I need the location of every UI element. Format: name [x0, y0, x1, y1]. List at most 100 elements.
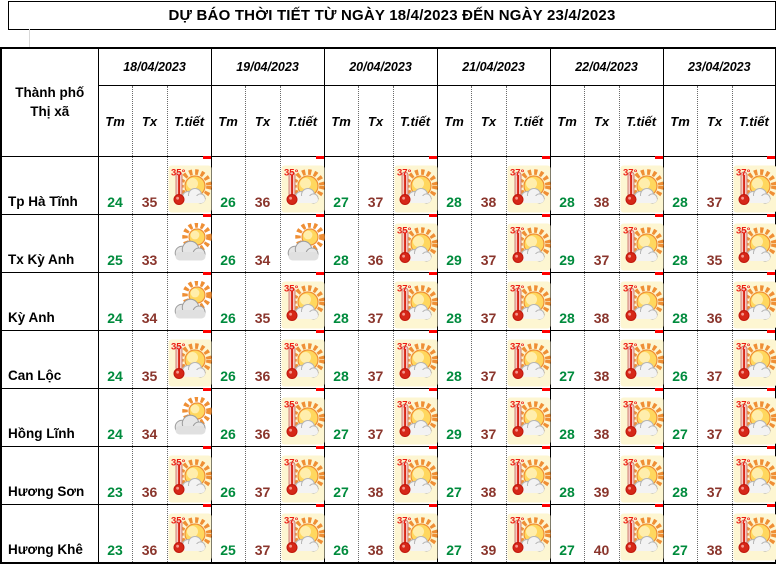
corner-line2: Thị xã	[2, 103, 98, 122]
thermometer-sun-cloud-icon: 35°	[281, 165, 325, 213]
corner-line1: Thành phố	[2, 84, 98, 103]
comment-marker	[542, 214, 550, 217]
tm-value-cell: 28	[437, 157, 471, 215]
thermometer-sun-cloud-icon: 37°	[620, 513, 664, 561]
comment-marker	[542, 330, 550, 333]
tm-value-cell: 28	[663, 215, 697, 273]
date-header: 21/04/2023	[437, 48, 550, 86]
weather-forecast-sheet: DỰ BÁO THỜI TIẾT TỪ NGÀY 18/4/2023 ĐẾN N…	[0, 0, 776, 524]
svg-text:37°: 37°	[623, 400, 638, 411]
tm-value-cell: 27	[663, 505, 697, 564]
tm-value-cell: 28	[550, 157, 584, 215]
thermometer-sun-cloud-icon: 37°	[620, 397, 664, 445]
tm-value-cell: 26	[324, 505, 358, 564]
tx-value-cell: 33	[132, 215, 167, 273]
comment-marker	[429, 446, 437, 449]
weather-icon-cell: 37°	[506, 273, 550, 331]
thermometer-sun-cloud-icon: 35°	[168, 165, 212, 213]
tm-value-cell: 28	[324, 215, 358, 273]
comment-marker	[655, 504, 663, 507]
svg-text:37°: 37°	[736, 342, 751, 353]
weather-icon-cell: 37°	[506, 157, 550, 215]
tx-value-cell: 35	[132, 157, 167, 215]
tx-value-cell: 38	[471, 447, 506, 505]
tx-value-cell: 34	[132, 389, 167, 447]
tx-value-cell: 38	[584, 157, 619, 215]
svg-text:35°: 35°	[736, 226, 751, 237]
weather-icon-cell: 37°	[506, 447, 550, 505]
subcol-header-ttiet: T.tiết	[619, 86, 663, 157]
tm-value-cell: 26	[663, 331, 697, 389]
tm-value-cell: 23	[98, 505, 132, 564]
comment-marker	[767, 214, 775, 217]
svg-text:37°: 37°	[510, 168, 525, 179]
weather-icon-cell: 37°	[619, 505, 663, 564]
subcol-header-ttiet: T.tiết	[732, 86, 776, 157]
tm-value-cell: 28	[437, 331, 471, 389]
weather-icon-cell: 37°	[506, 215, 550, 273]
city-cell: Hồng Lĩnh	[1, 389, 98, 447]
thermometer-sun-cloud-icon: 37°	[733, 513, 776, 561]
tx-value-cell: 40	[584, 505, 619, 564]
tm-value-cell: 28	[550, 389, 584, 447]
tx-value-cell: 37	[358, 273, 393, 331]
subcol-header-tm: Tm	[211, 86, 245, 157]
comment-marker	[655, 272, 663, 275]
tm-value-cell: 26	[211, 389, 245, 447]
weather-icon-cell: 37°	[732, 505, 776, 564]
comment-marker	[203, 156, 211, 159]
city-cell: Tx Kỳ Anh	[1, 215, 98, 273]
svg-text:37°: 37°	[284, 516, 299, 527]
svg-text:37°: 37°	[623, 284, 638, 295]
tm-value-cell: 29	[550, 215, 584, 273]
thermometer-sun-cloud-icon: 37°	[394, 281, 438, 329]
thermometer-sun-cloud-icon: 37°	[507, 281, 551, 329]
sun-behind-cloud-icon	[168, 281, 212, 329]
comment-marker	[429, 214, 437, 217]
svg-text:37°: 37°	[397, 284, 412, 295]
svg-text:37°: 37°	[623, 226, 638, 237]
thermometer-sun-cloud-icon: 37°	[394, 165, 438, 213]
subcol-header-tx: Tx	[584, 86, 619, 157]
subcol-header-tx: Tx	[245, 86, 280, 157]
tm-value-cell: 24	[98, 157, 132, 215]
svg-text:37°: 37°	[510, 516, 525, 527]
tx-value-cell: 37	[358, 331, 393, 389]
weather-icon-cell: 37°	[506, 389, 550, 447]
thermometer-sun-cloud-icon: 35°	[168, 513, 212, 561]
city-cell: Can Lộc	[1, 331, 98, 389]
city-cell: Tp Hà Tĩnh	[1, 157, 98, 215]
tm-value-cell: 26	[211, 157, 245, 215]
tm-value-cell: 24	[98, 331, 132, 389]
weather-icon-cell	[280, 215, 324, 273]
date-header: 18/04/2023	[98, 48, 211, 86]
tm-value-cell: 27	[324, 447, 358, 505]
city-cell: Hương Sơn	[1, 447, 98, 505]
svg-text:37°: 37°	[284, 458, 299, 469]
comment-marker	[316, 330, 324, 333]
tx-value-cell: 35	[697, 215, 732, 273]
subcol-header-tm: Tm	[437, 86, 471, 157]
comment-marker	[655, 330, 663, 333]
comment-marker	[767, 272, 775, 275]
page-title-text: DỰ BÁO THỜI TIẾT TỪ NGÀY 18/4/2023 ĐẾN N…	[168, 7, 615, 24]
tm-value-cell: 27	[550, 331, 584, 389]
svg-text:37°: 37°	[510, 226, 525, 237]
svg-text:35°: 35°	[171, 168, 186, 179]
comment-marker	[429, 330, 437, 333]
tx-value-cell: 37	[358, 389, 393, 447]
thermometer-sun-cloud-icon: 37°	[507, 165, 551, 213]
tm-value-cell: 26	[211, 215, 245, 273]
gridline	[29, 29, 30, 47]
tx-value-cell: 37	[697, 331, 732, 389]
tm-value-cell: 29	[437, 215, 471, 273]
svg-text:37°: 37°	[736, 168, 751, 179]
comment-marker	[316, 504, 324, 507]
thermometer-sun-cloud-icon: 37°	[620, 223, 664, 271]
thermometer-sun-cloud-icon: 35°	[281, 339, 325, 387]
thermometer-sun-cloud-icon: 37°	[281, 513, 325, 561]
